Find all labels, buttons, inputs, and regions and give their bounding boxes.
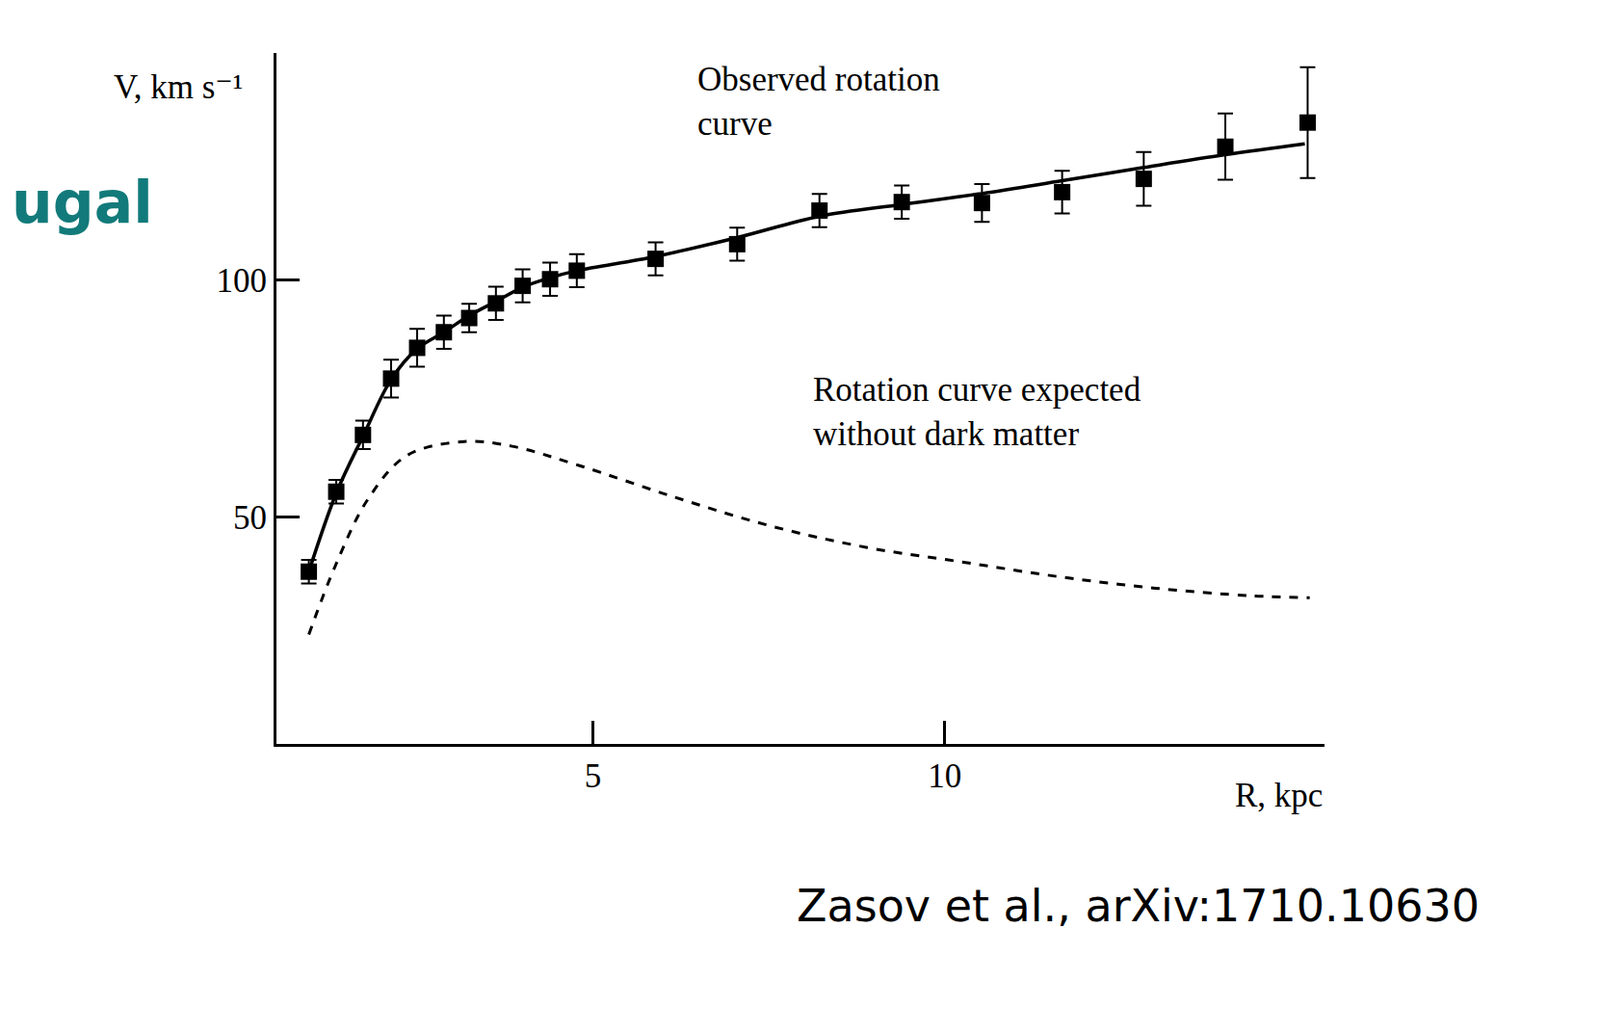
svg-text:10: 10 (927, 757, 962, 795)
svg-text:50: 50 (233, 498, 267, 537)
svg-text:100: 100 (216, 262, 268, 300)
svg-text:V, km s⁻¹: V, km s⁻¹ (113, 68, 243, 106)
svg-text:5: 5 (584, 757, 603, 795)
svg-text:Observed rotationcurve: Observed rotationcurve (697, 60, 941, 143)
svg-text:Zasov et al., arXiv:1710.10630: Zasov et al., arXiv:1710.10630 (796, 879, 1480, 932)
svg-text:Rotation curve expectedwithout: Rotation curve expectedwithout dark matt… (813, 370, 1142, 453)
svg-text:R, kpc: R, kpc (1234, 776, 1323, 814)
svg-text:ugal: ugal (11, 168, 154, 237)
